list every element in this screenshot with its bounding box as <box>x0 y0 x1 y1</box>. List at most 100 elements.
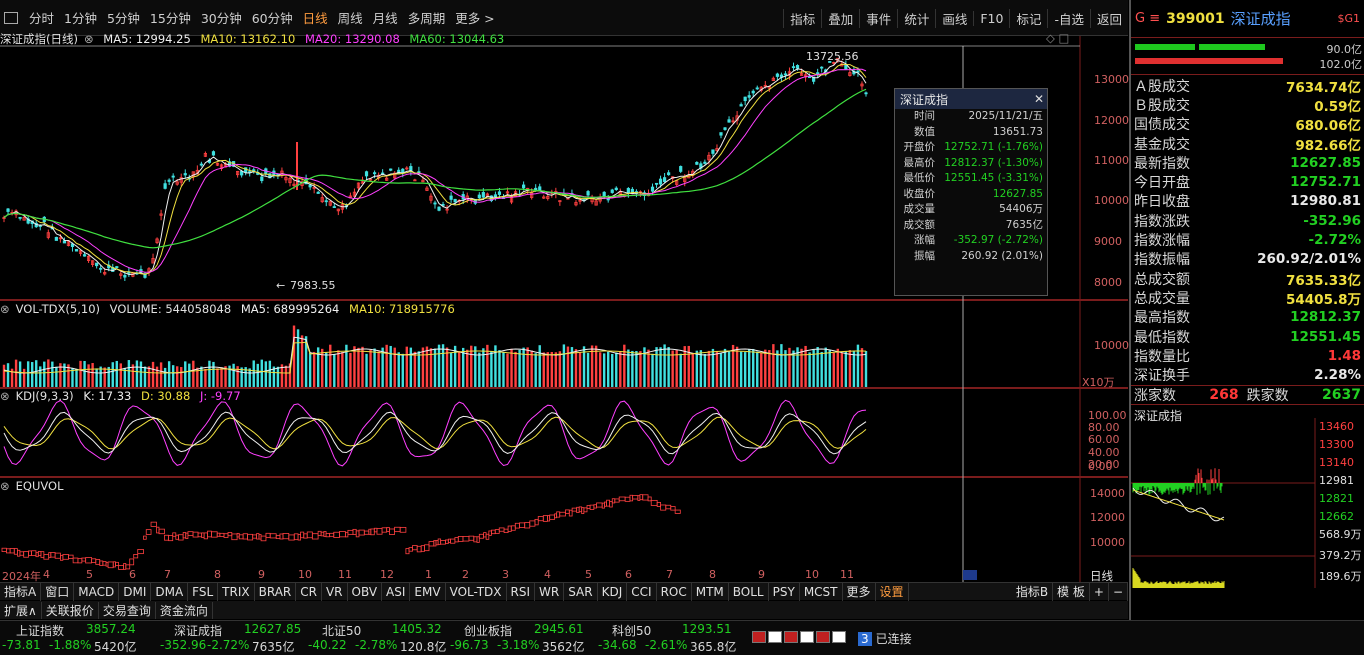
connection-status[interactable]: 3 已连接 <box>858 630 912 647</box>
toolbar-button-5[interactable]: F10 <box>973 10 1009 26</box>
period-tab-9[interactable]: 多周期 <box>407 11 446 26</box>
toolbar-button-0[interactable]: 指标 <box>783 8 821 28</box>
candle-body <box>240 171 244 176</box>
indicator-tab-0[interactable]: 指标A <box>0 582 42 601</box>
candle-body <box>155 238 159 243</box>
volume-bar <box>502 352 505 387</box>
volume-bar <box>71 368 74 387</box>
period-tab-2[interactable]: 5分钟 <box>106 11 140 26</box>
volume-bar <box>236 366 239 387</box>
ext-tab-0[interactable]: 扩展∧ <box>0 601 42 619</box>
period-tab-1[interactable]: 1分钟 <box>64 11 97 26</box>
panel-icon[interactable] <box>4 11 18 24</box>
tooltip-row: 最低价 12551.45 (-3.31%) <box>895 171 1047 187</box>
ext-tab-3[interactable]: 资金流向 <box>156 601 213 619</box>
indicator-tab-16[interactable]: SAR <box>564 582 598 601</box>
indicator-tab-17[interactable]: KDJ <box>598 582 628 601</box>
candle-body <box>497 191 502 195</box>
period-tab-7[interactable]: 周线 <box>337 11 363 26</box>
toolbar-button-4[interactable]: 画线 <box>935 8 973 28</box>
period-tab-5[interactable]: 60分钟 <box>251 11 293 26</box>
tooltip-row: 数值 13651.73 <box>895 125 1047 141</box>
ext-tab-1[interactable]: 关联报价 <box>42 601 99 619</box>
tab-right-2[interactable]: + <box>1090 582 1109 601</box>
tab-right-1[interactable]: 模 板 <box>1053 582 1090 601</box>
candle-body <box>324 200 328 203</box>
tab-right-3[interactable]: − <box>1109 582 1128 601</box>
indicator-tab-13[interactable]: VOL-TDX <box>446 582 507 601</box>
indicator-tab-19[interactable]: ROC <box>657 582 692 601</box>
indicator-tab-20[interactable]: MTM <box>692 582 729 601</box>
indicator-tab-1[interactable]: 窗口 <box>41 582 75 601</box>
toolbar-button-6[interactable]: 标记 <box>1009 8 1047 28</box>
status-index-name[interactable]: 上证指数 <box>16 624 65 638</box>
period-tab-6[interactable]: 日线 <box>302 11 328 26</box>
volume-bar <box>83 360 86 387</box>
tooltip-row: 成交额 7635亿 <box>895 218 1047 234</box>
mini-y-tick: 13460 <box>1319 420 1354 433</box>
candle-body <box>203 152 208 157</box>
indicator-tab-5[interactable]: FSL <box>188 582 219 601</box>
indicator-tab-3[interactable]: DMI <box>119 582 152 601</box>
indicator-tab-4[interactable]: DMA <box>151 582 189 601</box>
volume-bar <box>586 352 590 387</box>
toolbar-button-8[interactable]: 返回 <box>1089 8 1128 28</box>
indicator-tab-12[interactable]: EMV <box>410 582 446 601</box>
candle-body <box>54 236 58 241</box>
period-tab-4[interactable]: 30分钟 <box>200 11 242 26</box>
indicator-tab-9[interactable]: VR <box>322 582 348 601</box>
tab-right-0[interactable]: 指标B <box>1012 582 1054 601</box>
equvol-box <box>420 545 425 552</box>
tooltip-value: 12627.85 <box>992 187 1043 200</box>
indicator-tab-8[interactable]: CR <box>296 582 322 601</box>
toolbar-button-2[interactable]: 事件 <box>859 8 897 28</box>
status-index-name[interactable]: 深证成指 <box>174 624 223 638</box>
indicator-tab-10[interactable]: OBV <box>348 582 383 601</box>
indicator-tab-11[interactable]: ASI <box>382 582 411 601</box>
indicator-tab-22[interactable]: PSY <box>769 582 800 601</box>
period-tab-8[interactable]: 月线 <box>372 11 398 26</box>
close-icon[interactable]: ✕ <box>1033 92 1045 106</box>
intraday-mini-chart[interactable]: 13460 13300 13140 12981 12821 12662 568.9万 379.… <box>1131 418 1364 588</box>
volume-bar <box>768 350 771 387</box>
indicator-tab-18[interactable]: CCI <box>627 582 657 601</box>
indicator-tab-25[interactable]: 设置 <box>876 582 909 601</box>
period-tab-10[interactable]: 更多 > <box>455 11 495 26</box>
candle-body <box>312 186 316 189</box>
volume-bar <box>316 347 320 387</box>
toolbar-button-7[interactable]: -自选 <box>1047 8 1090 28</box>
indicator-tab-21[interactable]: BOLL <box>729 582 769 601</box>
candle-body <box>739 104 743 107</box>
panel-control-icons[interactable]: ◇ □ <box>1046 31 1070 45</box>
toolbar-button-3[interactable]: 统计 <box>897 8 935 28</box>
status-index-name[interactable]: 科创50 <box>612 624 652 638</box>
index-name[interactable]: 深证成指 <box>1230 10 1291 28</box>
volume-bar <box>816 346 819 387</box>
period-tab-0[interactable]: 分时 <box>29 11 55 26</box>
kline-chart[interactable]: 13725.56 7983.55 ← <box>0 0 1128 582</box>
volume-bar <box>457 350 461 387</box>
candle-body <box>530 192 534 198</box>
volume-bar <box>635 350 638 387</box>
indicator-tab-7[interactable]: BRAR <box>255 582 297 601</box>
volume-bar <box>441 344 445 387</box>
indicator-tab-2[interactable]: MACD <box>74 582 120 601</box>
equvol-box <box>534 518 539 526</box>
equvol-box <box>660 504 667 511</box>
indicator-tab-24[interactable]: 更多 <box>843 582 876 601</box>
ext-tab-2[interactable]: 交易查询 <box>99 601 156 619</box>
indicator-tab-15[interactable]: WR <box>535 582 565 601</box>
toolbar-button-1[interactable]: 叠加 <box>821 8 859 28</box>
equvol-box <box>556 511 561 518</box>
stat-value: 7635.33亿 <box>1286 272 1361 289</box>
volume-bar <box>55 366 58 387</box>
indicator-tab-23[interactable]: MCST <box>800 582 843 601</box>
vol-ma10-line <box>3 341 867 374</box>
indicator-tab-14[interactable]: RSI <box>507 582 536 601</box>
status-index-name[interactable]: 创业板指 <box>464 624 513 638</box>
ma5-line <box>3 60 867 276</box>
period-tab-3[interactable]: 15分钟 <box>149 11 191 26</box>
indicator-tab-6[interactable]: TRIX <box>218 582 255 601</box>
equvol-box <box>424 544 430 552</box>
status-index-name[interactable]: 北证50 <box>322 624 362 638</box>
